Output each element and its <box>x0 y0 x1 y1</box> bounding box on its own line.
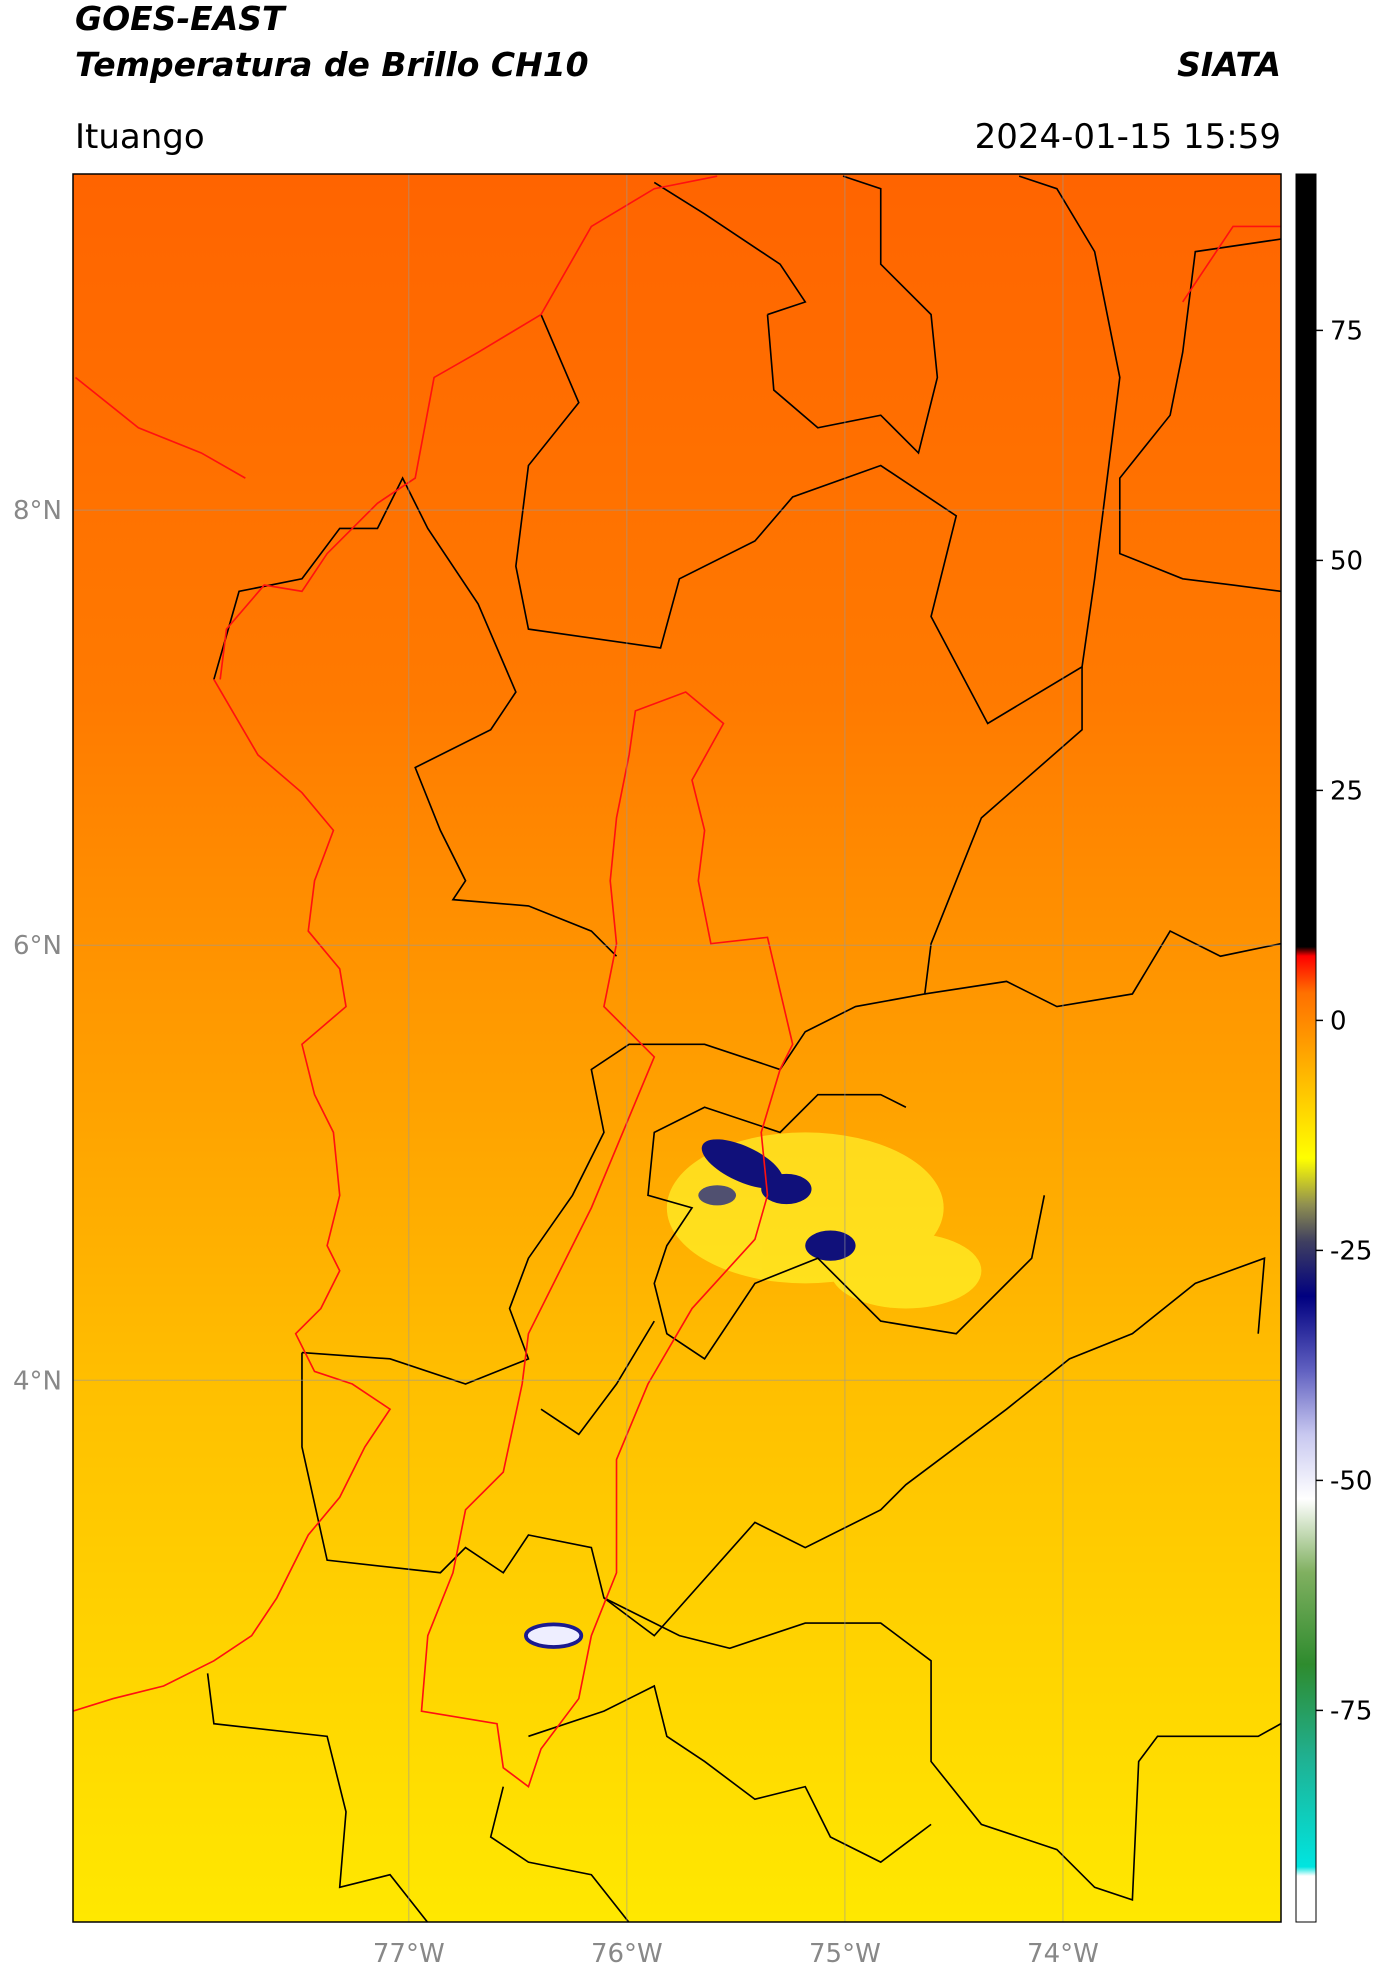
location: Ituango <box>75 117 205 157</box>
ituango-basin <box>420 691 794 1788</box>
y-tick-label: 6°N <box>13 931 62 961</box>
x-tick-label: 74°W <box>1027 1939 1099 1969</box>
grid <box>73 174 1281 1922</box>
colorbar-tick-label: 0 <box>1330 1006 1347 1036</box>
map-features <box>73 175 1281 1922</box>
subtitle: Temperatura de Brillo CH10 <box>75 45 589 84</box>
x-tick-label: 77°W <box>373 1939 445 1969</box>
x-tick-label: 76°W <box>591 1939 663 1969</box>
colorbar-tick-label: 50 <box>1330 546 1363 576</box>
colorbar-tick-label: 75 <box>1330 316 1363 346</box>
y-tick-label: 8°N <box>13 496 62 526</box>
colorbar <box>1295 173 1317 1923</box>
x-tick-label: 75°W <box>809 1939 881 1969</box>
title: GOES-EAST <box>75 0 287 38</box>
cloud-cold <box>524 1622 584 1649</box>
map-background <box>73 174 1281 1922</box>
map <box>73 174 1281 1922</box>
y-tick-label: 4°N <box>13 1366 62 1396</box>
colorbar-tick-label: 25 <box>1330 776 1363 806</box>
source: SIATA <box>1177 45 1281 84</box>
timestamp: 2024-01-15 15:59 <box>975 117 1281 157</box>
cloud-cold <box>698 1139 856 1261</box>
map-frame <box>72 173 1282 1923</box>
coastline <box>73 175 1281 1788</box>
colorbar-tick-label: -50 <box>1330 1466 1372 1496</box>
colorbar-tick-label: -25 <box>1330 1236 1372 1266</box>
boundaries <box>206 175 1281 1922</box>
colorbar-tick-label: -75 <box>1330 1696 1372 1726</box>
